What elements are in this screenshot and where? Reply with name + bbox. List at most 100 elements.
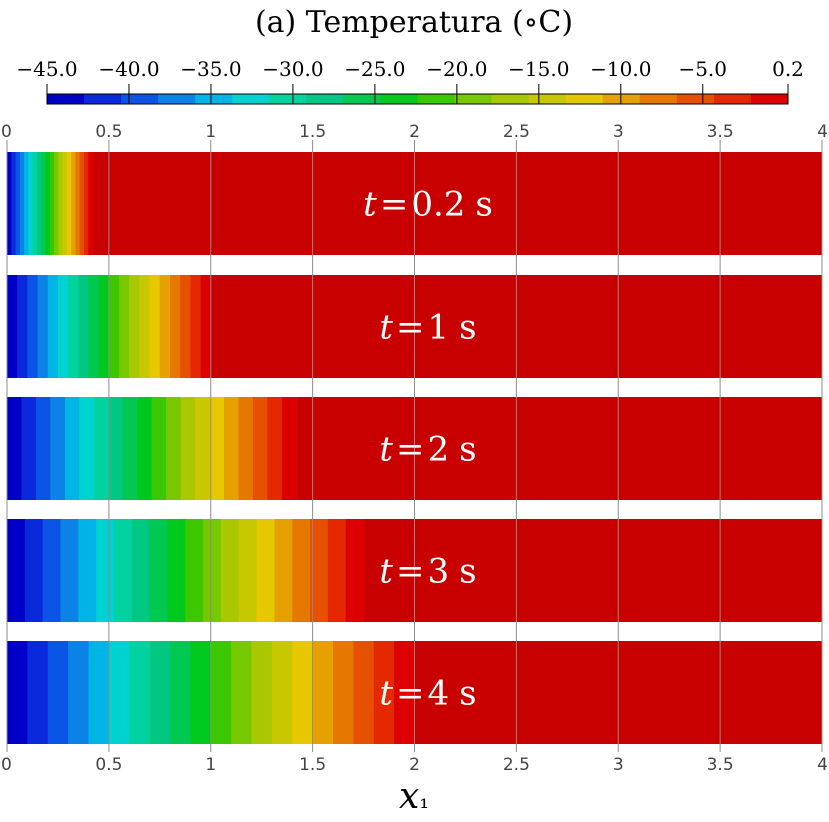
colorbar-segment [158, 94, 196, 104]
temperature-band [27, 275, 39, 378]
temperature-band [78, 519, 97, 622]
colorbar-segment [47, 94, 85, 104]
temperature-band [27, 641, 49, 744]
x-tick-label-bottom: 2.5 [503, 755, 530, 775]
temperature-band [122, 397, 138, 500]
temperature-band [200, 275, 212, 378]
temperature-band [149, 641, 171, 744]
strip-time-label: t=2 s [379, 430, 476, 470]
temperature-band [151, 397, 167, 500]
temperature-band [108, 397, 124, 500]
colorbar-segment [232, 94, 270, 104]
x-axis-label: x₁ [399, 776, 429, 817]
gap-grid [6, 140, 823, 752]
colorbar-tick-label: −15.0 [508, 57, 569, 81]
temperature-band [373, 641, 395, 744]
x-tick-label-top: 1.5 [299, 122, 326, 142]
temperature-band [45, 152, 51, 255]
temperature-band [47, 275, 59, 378]
strip-2 [6, 275, 823, 378]
x-tick-label-top: 2 [409, 122, 420, 142]
colorbar: −45.0 −40.0 −35.0 −30.0 −25.0 −20.0 −15.0 −10.0… [16, 57, 804, 105]
temperature-band [60, 519, 79, 622]
colorbar-segment [84, 94, 122, 104]
colorbar-tick-label: −40.0 [98, 57, 159, 81]
temperature-band [139, 275, 151, 378]
colorbar-tick-label: −45.0 [16, 57, 77, 81]
temperature-band [7, 641, 28, 744]
temperature-band [251, 641, 273, 744]
temperature-band [47, 641, 69, 744]
x-tick-label-top: 1 [205, 122, 216, 142]
x-tick-label-top: 3 [613, 122, 624, 142]
temperature-band [167, 519, 186, 622]
colorbar-segment [121, 94, 159, 104]
temperature-band [394, 641, 416, 744]
temperature-band [166, 397, 182, 500]
x-tick-label-bottom: 3 [613, 755, 624, 775]
strip-time-label: t=0.2 s [363, 185, 493, 225]
x-tick-label-bottom: 1.5 [299, 755, 326, 775]
temperature-band [310, 519, 329, 622]
x-tick-label-bottom: 3.5 [707, 755, 734, 775]
colorbar-segment [639, 94, 678, 104]
strip-time-label: t=4 s [379, 674, 476, 714]
x-tick-label-top: 4 [817, 122, 828, 142]
temperature-band [78, 275, 90, 378]
x-tick-label-top: 3.5 [707, 122, 734, 142]
colorbar-segment [343, 94, 381, 104]
x-tick-label-top: 2.5 [503, 122, 530, 142]
temperature-band [15, 152, 21, 255]
temperature-band [68, 275, 79, 378]
temperature-band [185, 519, 204, 622]
colorbar-segment [602, 94, 641, 104]
strips-group [6, 140, 823, 752]
temperature-band [274, 519, 293, 622]
temperature-band [137, 397, 153, 500]
colorbar-tick-label: −35.0 [180, 57, 241, 81]
temperature-band [93, 397, 109, 500]
temperature-band [281, 397, 297, 500]
colorbar-segment [195, 94, 233, 104]
temperature-band [312, 641, 334, 744]
temperature-band [190, 275, 202, 378]
temperature-band [42, 519, 62, 622]
temperature-band [66, 152, 72, 255]
temperature-band [57, 275, 69, 378]
temperature-band [75, 152, 81, 255]
temperature-band [50, 397, 66, 500]
temperature-band [54, 152, 59, 255]
temperature-band [220, 519, 240, 622]
temperature-band [149, 275, 161, 378]
temperature-band [49, 152, 55, 255]
x-tick-label-top: 0 [1, 122, 12, 142]
colorbar-tick-label: −20.0 [426, 57, 487, 81]
strip-1 [6, 152, 823, 255]
temperature-band [131, 519, 151, 622]
temperature-band [24, 519, 44, 622]
temperature-band [108, 641, 130, 744]
temperature-band [7, 152, 12, 255]
temperature-band [24, 152, 29, 255]
temperature-band [21, 397, 37, 500]
temperature-band [267, 397, 283, 500]
x-tick-label-bottom: 2 [409, 755, 420, 775]
temperature-band [190, 641, 212, 744]
temperature-band [159, 275, 171, 378]
colorbar-tick-label: −30.0 [262, 57, 323, 81]
x-axis-bottom: 0 0.5 1 1.5 2 2.5 3 3.5 4 [1, 755, 828, 775]
temperature-band [64, 397, 80, 500]
colorbar-segment [417, 94, 456, 104]
strip-time-label: t=3 s [379, 552, 476, 592]
colorbar-segment [491, 94, 530, 104]
x-tick-label-bottom: 0 [1, 755, 12, 775]
temperature-band [96, 519, 115, 622]
strip-time-label: t=1 s [379, 308, 476, 348]
temperature-band [58, 152, 64, 255]
temperature-band [256, 519, 276, 622]
temperature-band [210, 641, 232, 744]
temperature-band [7, 519, 26, 622]
temperature-band [209, 397, 225, 500]
x-tick-label-bottom: 1 [205, 755, 216, 775]
